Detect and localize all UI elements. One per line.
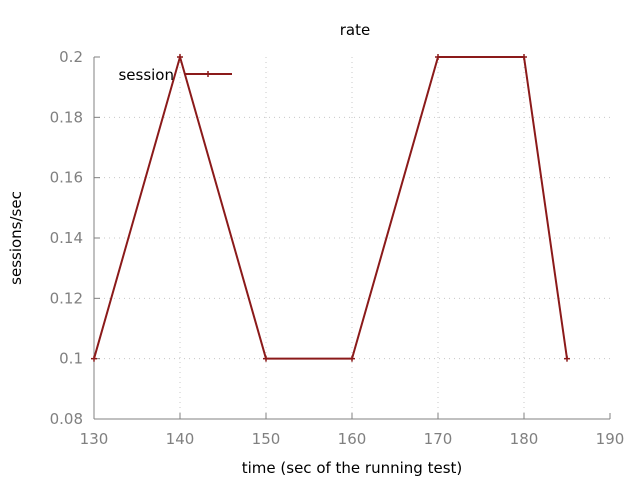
y-tick-label-6: 0.2: [59, 48, 83, 66]
data-point-0-0: [91, 355, 97, 362]
legend: session: [118, 66, 232, 84]
x-axis-label: time (sec of the running test): [242, 459, 463, 477]
x-tick-label-3: 160: [338, 430, 367, 448]
x-tick-label-5: 180: [510, 430, 539, 448]
chart-title: rate: [340, 21, 370, 39]
y-tick-label-1: 0.1: [59, 350, 83, 368]
data-point-0-2: [263, 355, 269, 362]
data-point-0-6: [564, 355, 570, 362]
data-point-0-5: [521, 54, 527, 60]
axes: [93, 56, 611, 420]
data-point-0-1: [177, 54, 183, 60]
plot-area: [91, 53, 570, 362]
x-tick-label-6: 190: [596, 430, 625, 448]
y-tick-label-0: 0.08: [50, 410, 83, 428]
y-tick-label-5: 0.18: [50, 108, 83, 126]
series-line-0: [93, 53, 568, 360]
y-axis-label: sessions/sec: [7, 191, 25, 285]
data-point-0-4: [435, 54, 441, 60]
x-tick-label-0: 130: [80, 430, 109, 448]
x-tick-label-1: 140: [166, 430, 195, 448]
grid: [94, 57, 610, 419]
data-point-0-3: [349, 355, 355, 362]
y-tick-label-4: 0.16: [50, 169, 83, 187]
legend-label-session: session: [118, 66, 174, 84]
y-tick-label-3: 0.14: [50, 229, 83, 247]
y-tick-label-2: 0.12: [50, 289, 83, 307]
x-tick-label-2: 150: [252, 430, 281, 448]
tick-labels: 130 140 150 160 170 180 190 0.08 0.1 0.12 0.14 0.16…: [50, 48, 625, 448]
x-tick-label-4: 170: [424, 430, 453, 448]
